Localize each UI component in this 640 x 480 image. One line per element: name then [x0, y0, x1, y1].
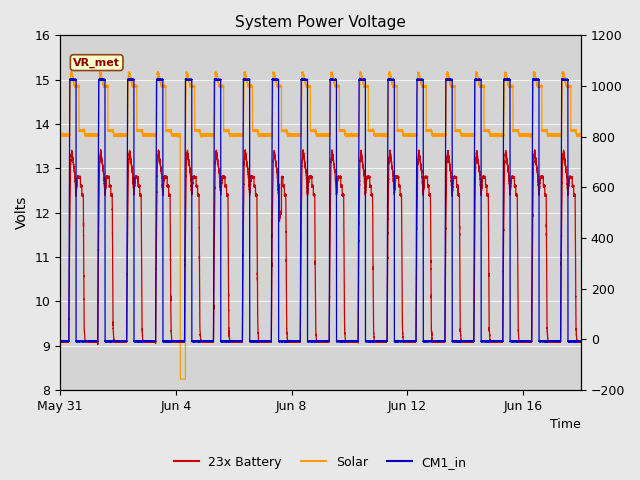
CM1_in	[360, 77, 368, 83]
Solar	[377, 132, 385, 138]
Solar	[203, 132, 211, 138]
23x Battery	[330, 159, 337, 165]
CM1_in	[377, 338, 385, 344]
Text: VR_met: VR_met	[73, 58, 120, 68]
23x Battery	[203, 339, 211, 345]
Solar	[179, 376, 187, 382]
Solar	[182, 69, 190, 74]
Line: CM1_in: CM1_in	[60, 79, 581, 342]
CM1_in	[240, 76, 248, 82]
Y-axis label: Volts: Volts	[15, 196, 29, 229]
Solar	[184, 72, 192, 78]
Solar	[577, 132, 585, 138]
23x Battery	[97, 147, 104, 153]
CM1_in	[184, 77, 192, 83]
CM1_in	[202, 338, 210, 344]
Solar	[330, 77, 337, 83]
CM1_in	[577, 338, 585, 344]
Title: System Power Voltage: System Power Voltage	[235, 15, 406, 30]
CM1_in	[341, 339, 349, 345]
23x Battery	[179, 339, 187, 345]
23x Battery	[360, 171, 368, 177]
CM1_in	[179, 338, 187, 344]
23x Battery	[377, 338, 385, 344]
23x Battery	[56, 338, 64, 344]
23x Battery	[184, 151, 192, 157]
CM1_in	[330, 77, 337, 83]
Legend: 23x Battery, Solar, CM1_in: 23x Battery, Solar, CM1_in	[168, 451, 472, 474]
CM1_in	[56, 338, 64, 344]
X-axis label: Time: Time	[550, 419, 581, 432]
Solar	[360, 84, 368, 89]
Line: Solar: Solar	[60, 72, 581, 379]
23x Battery	[577, 338, 585, 344]
Solar	[56, 132, 64, 138]
Solar	[177, 376, 184, 382]
Line: 23x Battery: 23x Battery	[60, 150, 581, 345]
23x Battery	[94, 342, 102, 348]
